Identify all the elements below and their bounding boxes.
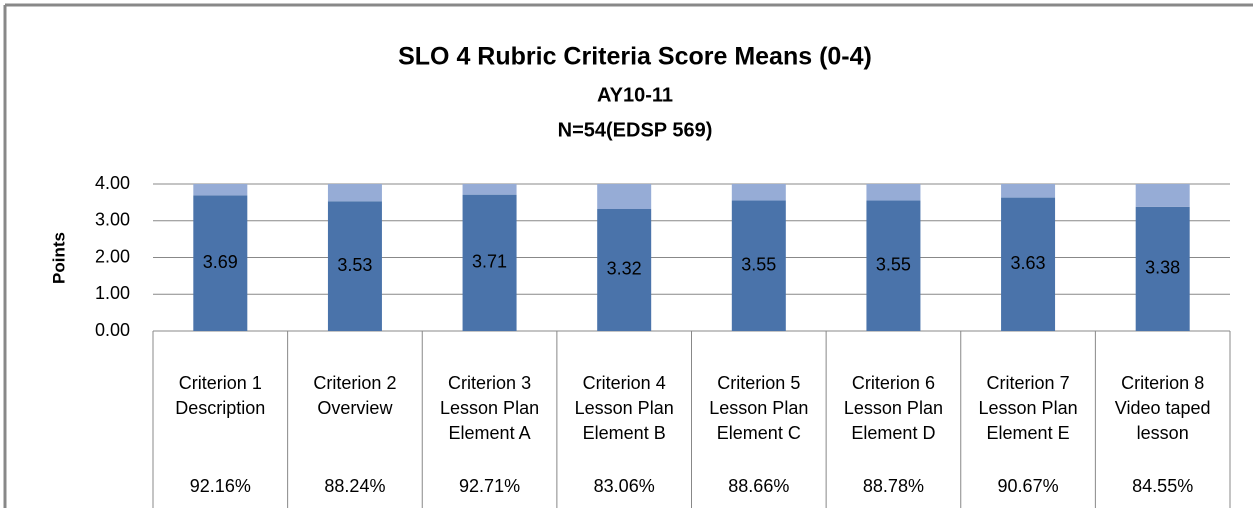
bar-segment (1135, 184, 1190, 207)
x-tick-label: Criterion 2 (313, 373, 396, 393)
x-tick-label: Overview (317, 398, 393, 418)
data-label: 3.55 (741, 255, 776, 275)
x-tick-label: Criterion 4 (583, 373, 666, 393)
y-tick-label: 1.00 (95, 283, 130, 303)
x-tick-label: Criterion 3 (448, 373, 531, 393)
x-tick-label: lesson (1137, 423, 1189, 443)
x-tick-label: Criterion 8 (1121, 373, 1204, 393)
bar-segment (462, 194, 517, 331)
bar-segment (462, 184, 517, 195)
data-label: 3.32 (607, 259, 642, 279)
x-tick-label: Element D (851, 423, 935, 443)
category-percentage: 84.55% (1132, 476, 1193, 496)
bar-segment (866, 184, 921, 201)
data-label: 3.38 (1145, 258, 1180, 278)
x-tick-label: Criterion 1 (179, 373, 262, 393)
y-axis-label: Points (49, 232, 68, 284)
bar-segment (327, 201, 382, 331)
bar-segment (731, 184, 786, 201)
bar-segment (1135, 206, 1190, 331)
chart-subtitle: AY10-11 (597, 84, 673, 106)
data-label: 3.55 (876, 255, 911, 275)
data-label: 3.63 (1011, 253, 1046, 273)
bar-segment (193, 184, 248, 196)
category-percentage: 88.24% (324, 476, 385, 496)
category-percentage: 88.66% (728, 476, 789, 496)
x-tick-label: Criterion 5 (717, 373, 800, 393)
bar-segment (327, 184, 382, 202)
x-tick-label: Element B (583, 423, 666, 443)
bar-segment (1001, 184, 1056, 198)
chart-title: SLO 4 Rubric Criteria Score Means (0-4) (398, 43, 872, 71)
bar-segment (597, 208, 652, 331)
category-percentage: 83.06% (594, 476, 655, 496)
bar-segment (866, 200, 921, 331)
y-tick-label: 4.00 (95, 173, 130, 193)
category-percentage: 90.67% (998, 476, 1059, 496)
x-tick-label: Description (175, 398, 265, 418)
x-tick-label: Video taped (1115, 398, 1211, 418)
bar-segment (193, 195, 248, 331)
data-label: 3.53 (337, 255, 372, 275)
category-percentage: 92.71% (459, 476, 520, 496)
x-tick-label: Lesson Plan (844, 398, 943, 418)
x-tick-label: Criterion 7 (987, 373, 1070, 393)
category-percentage: 88.78% (863, 476, 924, 496)
data-label: 3.71 (472, 252, 507, 272)
category-percentage: 92.16% (190, 476, 251, 496)
x-tick-label: Lesson Plan (979, 398, 1078, 418)
bar-segment (731, 200, 786, 331)
chart-subtitle: N=54(EDSP 569) (558, 119, 713, 141)
x-tick-label: Lesson Plan (709, 398, 808, 418)
bar-segment (597, 184, 652, 209)
x-tick-label: Criterion 6 (852, 373, 935, 393)
x-tick-label: Element A (449, 423, 531, 443)
x-tick-label: Element E (987, 423, 1070, 443)
y-tick-label: 2.00 (95, 246, 130, 266)
y-tick-label: 3.00 (95, 210, 130, 230)
x-tick-label: Element C (717, 423, 801, 443)
x-tick-label: Lesson Plan (440, 398, 539, 418)
y-tick-label: 0.00 (95, 320, 130, 340)
bar-segment (1001, 197, 1056, 331)
data-label: 3.69 (203, 252, 238, 272)
x-tick-label: Lesson Plan (575, 398, 674, 418)
